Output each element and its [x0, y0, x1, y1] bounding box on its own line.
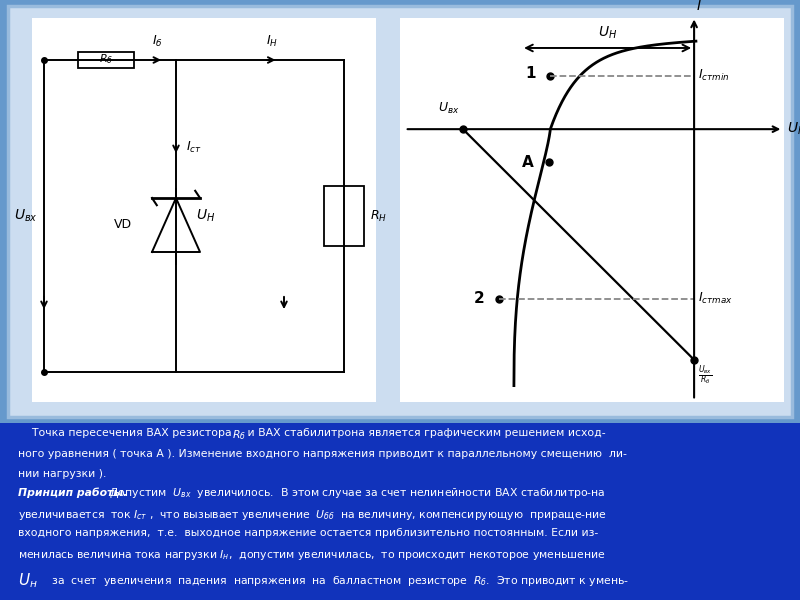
Text: $U_{вх}$: $U_{вх}$	[14, 208, 38, 224]
Text: $I_{стmax}$: $I_{стmax}$	[698, 292, 733, 307]
Text: 2: 2	[474, 292, 485, 307]
FancyBboxPatch shape	[78, 52, 134, 68]
Text: $R_б$: $R_б$	[99, 52, 114, 66]
Text: A: A	[522, 155, 534, 170]
FancyBboxPatch shape	[400, 18, 784, 402]
Text: ного уравнения ( точка А ). Изменение входного напряжения приводит к параллельно: ного уравнения ( точка А ). Изменение вх…	[18, 449, 626, 459]
Text: нии нагрузки ).: нии нагрузки ).	[18, 469, 106, 479]
Text: $\frac{U_{вх}}{R_б}$: $\frac{U_{вх}}{R_б}$	[698, 363, 713, 387]
Text: 1: 1	[526, 67, 536, 82]
Text: входного напряжения,  т.е.  выходное напряжение остается приблизительно постоянн: входного напряжения, т.е. выходное напря…	[18, 528, 598, 538]
FancyBboxPatch shape	[0, 423, 800, 600]
Text: и ВАХ стабилитрона является графическим решением исход-: и ВАХ стабилитрона является графическим …	[244, 428, 606, 438]
FancyBboxPatch shape	[324, 186, 364, 246]
Text: Точка пересечения ВАХ резистора: Точка пересечения ВАХ резистора	[18, 428, 234, 438]
Text: $I_б$: $I_б$	[152, 34, 163, 49]
Text: $U_Н$: $U_Н$	[196, 208, 215, 224]
Text: $U_н$: $U_н$	[18, 571, 38, 590]
Text: менилась величина тока нагрузки $I_н$,  допустим увеличилась,  то происходит нек: менилась величина тока нагрузки $I_н$, д…	[18, 548, 606, 562]
FancyBboxPatch shape	[32, 18, 376, 402]
Text: $U_{вх}$: $U_{вх}$	[438, 101, 460, 116]
Text: за  счет  увеличения  падения  напряжения  на  балластном  резисторе  $R_б$.  Эт: за счет увеличения падения напряжения на…	[48, 574, 629, 588]
Text: $R_б$: $R_б$	[232, 428, 246, 442]
Text: $U_Н$: $U_Н$	[598, 25, 618, 41]
Text: $U_Н$: $U_Н$	[787, 121, 800, 137]
Text: $I_{ст}$: $I_{ст}$	[186, 139, 202, 155]
Text: $I_Н$: $I_Н$	[266, 34, 278, 49]
Text: $R_Н$: $R_Н$	[370, 208, 387, 224]
Text: Допустим  $U_{вх}$  увеличилось.  В этом случае за счет нелинейности ВАХ стабили: Допустим $U_{вх}$ увеличилось. В этом сл…	[106, 487, 606, 500]
Text: $I$: $I$	[696, 0, 702, 13]
Text: VD: VD	[114, 218, 132, 232]
Text: $I_{стmin}$: $I_{стmin}$	[698, 68, 730, 83]
FancyBboxPatch shape	[8, 6, 792, 417]
Text: Принцип работы.: Принцип работы.	[18, 487, 127, 498]
Text: увеличивается  ток $I_{ст}$ ,  что вызывает увеличение  $U_{бб}$  на величину, к: увеличивается ток $I_{ст}$ , что вызывае…	[18, 508, 606, 521]
